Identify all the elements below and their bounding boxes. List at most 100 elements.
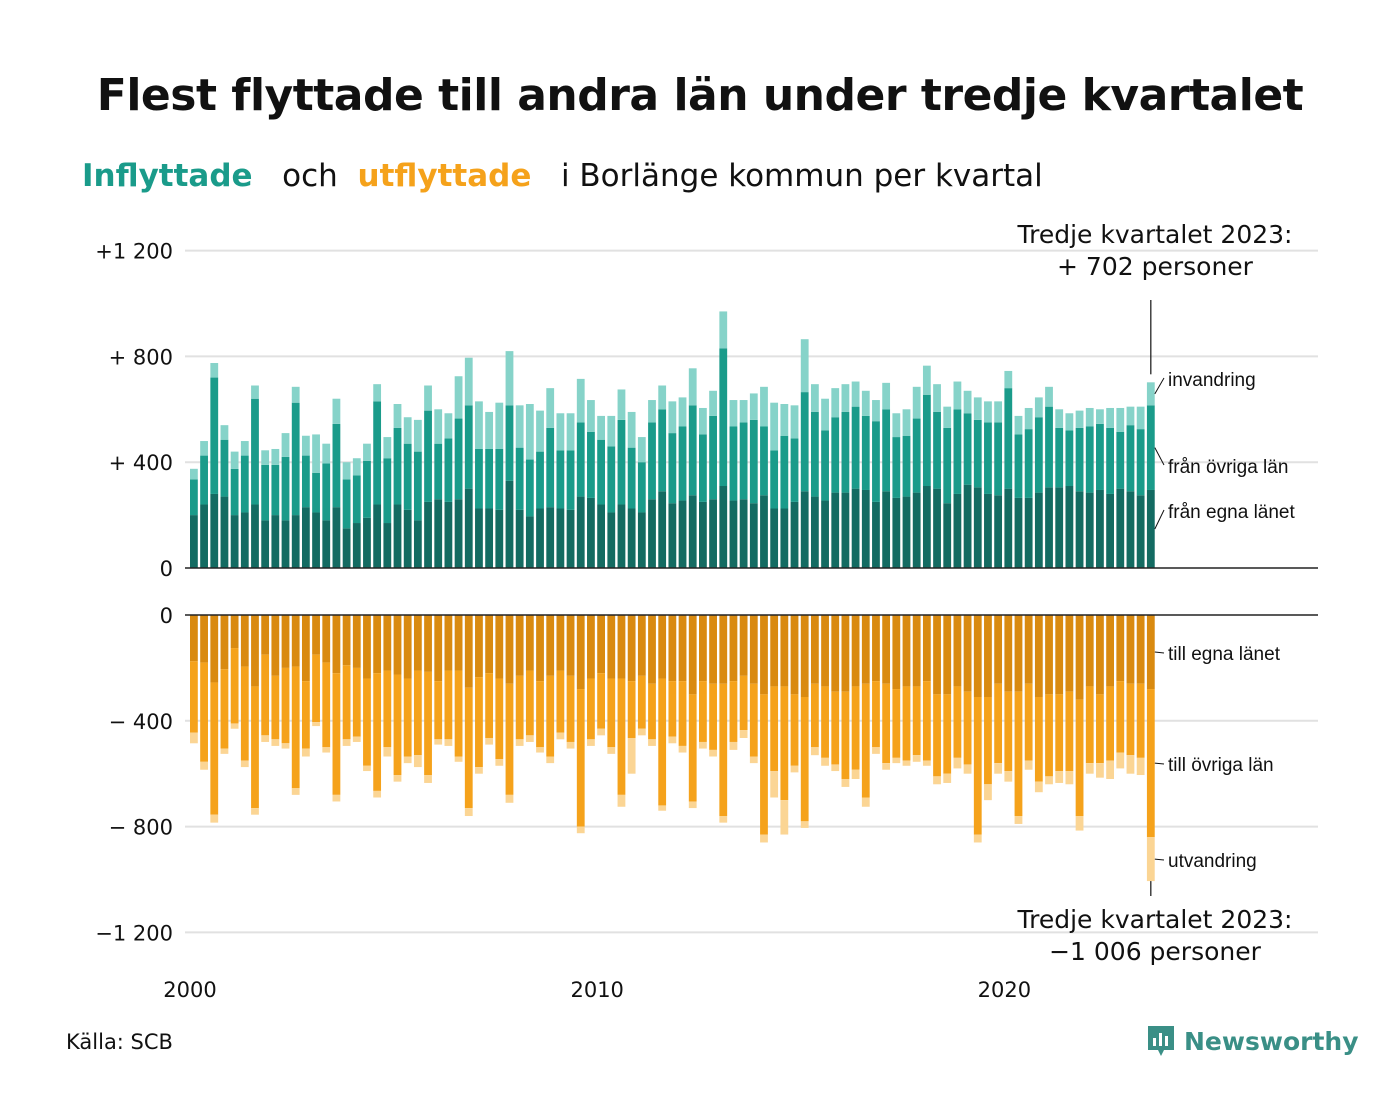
bar-out-ovriga — [363, 678, 371, 766]
x-tick-label: 2020 — [978, 978, 1031, 1000]
bar-in-ovriga — [424, 410, 432, 502]
bar-out-ovriga — [576, 689, 585, 827]
bar-in-egna — [342, 528, 351, 568]
bar-out-utvandring — [190, 732, 198, 744]
bar-in-egna — [658, 491, 667, 568]
bar-out-egna — [322, 615, 331, 663]
series-label-bottom: till övriga län — [1168, 755, 1274, 776]
bar-in-ovriga — [1085, 426, 1094, 493]
bar-in-egna — [617, 504, 626, 568]
bar-out-ovriga — [709, 683, 717, 750]
bar-in-egna — [536, 508, 544, 568]
bar-out-egna — [831, 615, 840, 692]
bar-in-egna — [953, 493, 962, 568]
bar-in-egna — [373, 504, 382, 568]
bar-in-ovriga — [1065, 430, 1074, 487]
bar-out-utvandring — [678, 745, 687, 753]
bottom-annotation-line2: −1 006 personer — [1049, 937, 1262, 966]
bar-out-egna — [1136, 615, 1145, 684]
bar-out-utvandring — [851, 769, 860, 779]
bar-in-invandring — [984, 401, 992, 423]
bar-out-ovriga — [760, 694, 768, 835]
bar-in-invandring — [342, 462, 351, 480]
source-note: Källa: SCB — [66, 1030, 173, 1054]
bar-out-egna — [810, 615, 819, 684]
bar-out-ovriga — [1116, 681, 1125, 753]
bar-out-utvandring — [1136, 757, 1145, 776]
bar-in-invandring — [688, 368, 697, 406]
newsworthy-logo-icon — [1148, 1026, 1174, 1056]
bar-out-utvandring — [1055, 771, 1064, 783]
bar-out-utvandring — [1106, 760, 1114, 779]
y-tick-label-top: +1 200 — [95, 240, 173, 264]
bar-in-egna — [363, 517, 371, 568]
bar-in-egna — [525, 516, 534, 568]
bar-out-utvandring — [973, 834, 982, 843]
bar-out-ovriga — [1146, 689, 1155, 838]
bottom-annotation-line1: Tredje kvartalet 2023: — [1017, 905, 1293, 934]
bar-in-egna — [607, 512, 616, 568]
bar-in-ovriga — [475, 448, 483, 509]
bar-in-egna — [505, 480, 514, 568]
migration-chart: +1 200 + 800 + 400 0 0 − 400 − 800 −1 200 2000 20… — [95, 220, 1318, 1000]
bar-in-egna — [933, 488, 941, 568]
bar-out-utvandring — [994, 763, 1003, 774]
bar-in-egna — [352, 523, 361, 568]
bar-in-invandring — [709, 390, 717, 416]
bar-out-ovriga — [464, 687, 473, 809]
bar-out-utvandring — [546, 756, 555, 764]
bar-out-egna — [800, 615, 809, 697]
bar-out-egna — [342, 615, 351, 666]
bar-in-egna — [719, 486, 728, 568]
bar-out-egna — [536, 615, 544, 682]
bar-out-ovriga — [912, 686, 921, 756]
bar-out-ovriga — [637, 675, 646, 729]
bar-out-utvandring — [770, 771, 779, 798]
bar-out-ovriga — [739, 675, 748, 731]
bar-out-egna — [953, 615, 962, 687]
bar-out-ovriga — [495, 678, 504, 760]
bar-out-egna — [780, 615, 789, 687]
bar-out-ovriga — [719, 683, 728, 817]
bar-in-invandring — [597, 415, 605, 440]
bar-out-ovriga — [902, 686, 911, 761]
bar-out-ovriga — [556, 670, 565, 733]
bar-out-egna — [607, 615, 616, 679]
bar-in-ovriga — [719, 348, 728, 487]
bar-out-egna — [230, 615, 239, 649]
bar-in-egna — [1055, 487, 1064, 568]
bar-out-ovriga — [688, 694, 697, 802]
bar-out-egna — [973, 615, 982, 697]
bar-in-invandring — [281, 433, 290, 457]
bar-in-invandring — [760, 386, 768, 427]
bar-in-egna — [749, 503, 758, 568]
bar-in-ovriga — [749, 419, 758, 504]
bar-in-egna — [841, 492, 850, 568]
subtitle-inflyttade: Inflyttade — [82, 158, 253, 194]
bar-in-invandring — [332, 398, 341, 424]
bar-in-invandring — [953, 381, 962, 410]
bar-in-egna — [1004, 488, 1013, 568]
bar-in-ovriga — [363, 460, 371, 518]
bar-in-ovriga — [841, 411, 850, 493]
bar-in-ovriga — [933, 411, 941, 489]
bar-in-ovriga — [1034, 417, 1043, 493]
bar-out-egna — [668, 615, 677, 682]
bar-out-utvandring — [556, 732, 565, 740]
bar-in-egna — [892, 497, 901, 568]
bar-out-utvandring — [1116, 752, 1125, 769]
bar-out-ovriga — [312, 654, 320, 723]
bar-out-egna — [1014, 615, 1023, 692]
bar-out-utvandring — [1075, 816, 1084, 831]
bar-in-egna — [831, 492, 840, 568]
bar-out-ovriga — [352, 667, 361, 737]
bar-out-egna — [617, 615, 626, 679]
bar-out-egna — [200, 615, 208, 663]
bar-in-ovriga — [210, 377, 219, 494]
bar-out-utvandring — [485, 737, 494, 745]
bar-in-ovriga — [434, 443, 443, 500]
y-tick-label-top: 0 — [160, 557, 173, 581]
bar-out-utvandring — [363, 765, 371, 772]
x-tick-label: 2000 — [163, 978, 216, 1000]
bar-in-ovriga — [984, 422, 992, 494]
